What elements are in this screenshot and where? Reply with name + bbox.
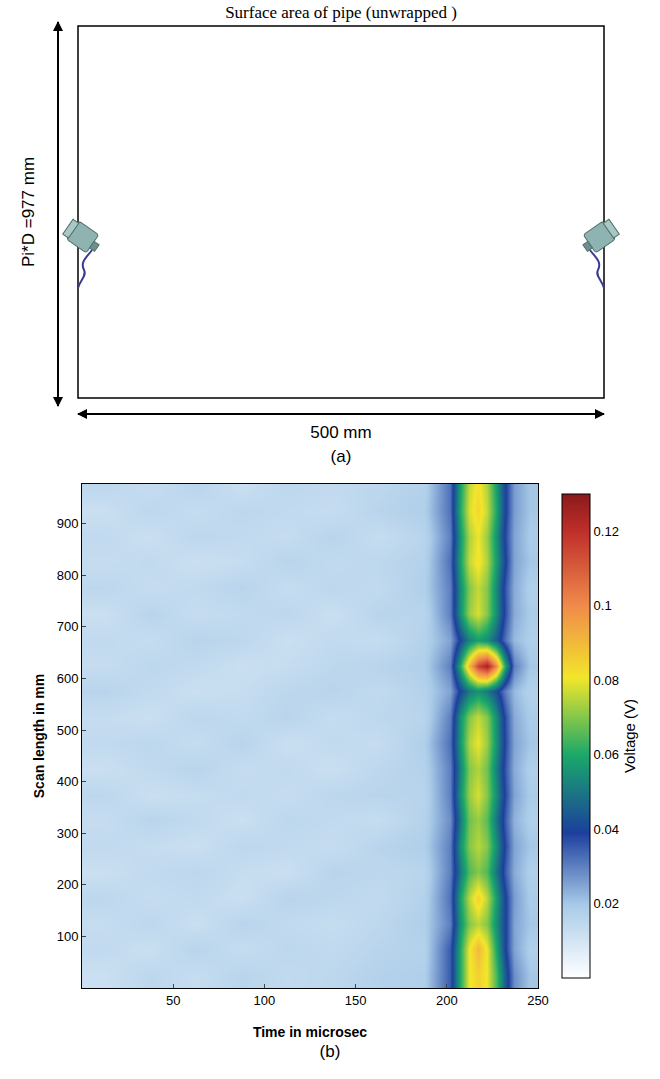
svg-text:200: 200	[57, 877, 79, 892]
svg-text:300: 300	[57, 826, 79, 841]
svg-text:Scan length in mm: Scan length in mm	[31, 674, 47, 798]
svg-text:Voltage (V): Voltage (V)	[621, 699, 638, 773]
svg-text:700: 700	[57, 619, 79, 634]
svg-text:Surface area of pipe (unwrappe: Surface area of pipe (unwrapped )	[225, 3, 457, 22]
svg-text:0.02: 0.02	[594, 896, 619, 911]
svg-text:50: 50	[166, 993, 180, 1008]
svg-text:400: 400	[57, 774, 79, 789]
svg-text:0.1: 0.1	[594, 598, 612, 613]
svg-text:200: 200	[436, 993, 458, 1008]
svg-text:600: 600	[57, 671, 79, 686]
svg-text:0.08: 0.08	[594, 673, 619, 688]
svg-text:Pi*D =977 mm: Pi*D =977 mm	[19, 157, 38, 267]
svg-text:500 mm: 500 mm	[310, 423, 371, 442]
svg-text:0.12: 0.12	[594, 524, 619, 539]
svg-text:100: 100	[57, 929, 79, 944]
svg-text:(a): (a)	[331, 447, 352, 466]
svg-text:0.04: 0.04	[594, 822, 619, 837]
svg-text:150: 150	[345, 993, 367, 1008]
svg-text:Time in microsec: Time in microsec	[253, 1024, 367, 1040]
html-text:(b): (b)	[319, 1042, 341, 1061]
svg-text:800: 800	[57, 568, 79, 583]
svg-text:500: 500	[57, 723, 79, 738]
svg-text:0.06: 0.06	[594, 747, 619, 762]
svg-text:100: 100	[254, 993, 276, 1008]
svg-text:900: 900	[57, 516, 79, 531]
svg-text:250: 250	[527, 993, 549, 1008]
